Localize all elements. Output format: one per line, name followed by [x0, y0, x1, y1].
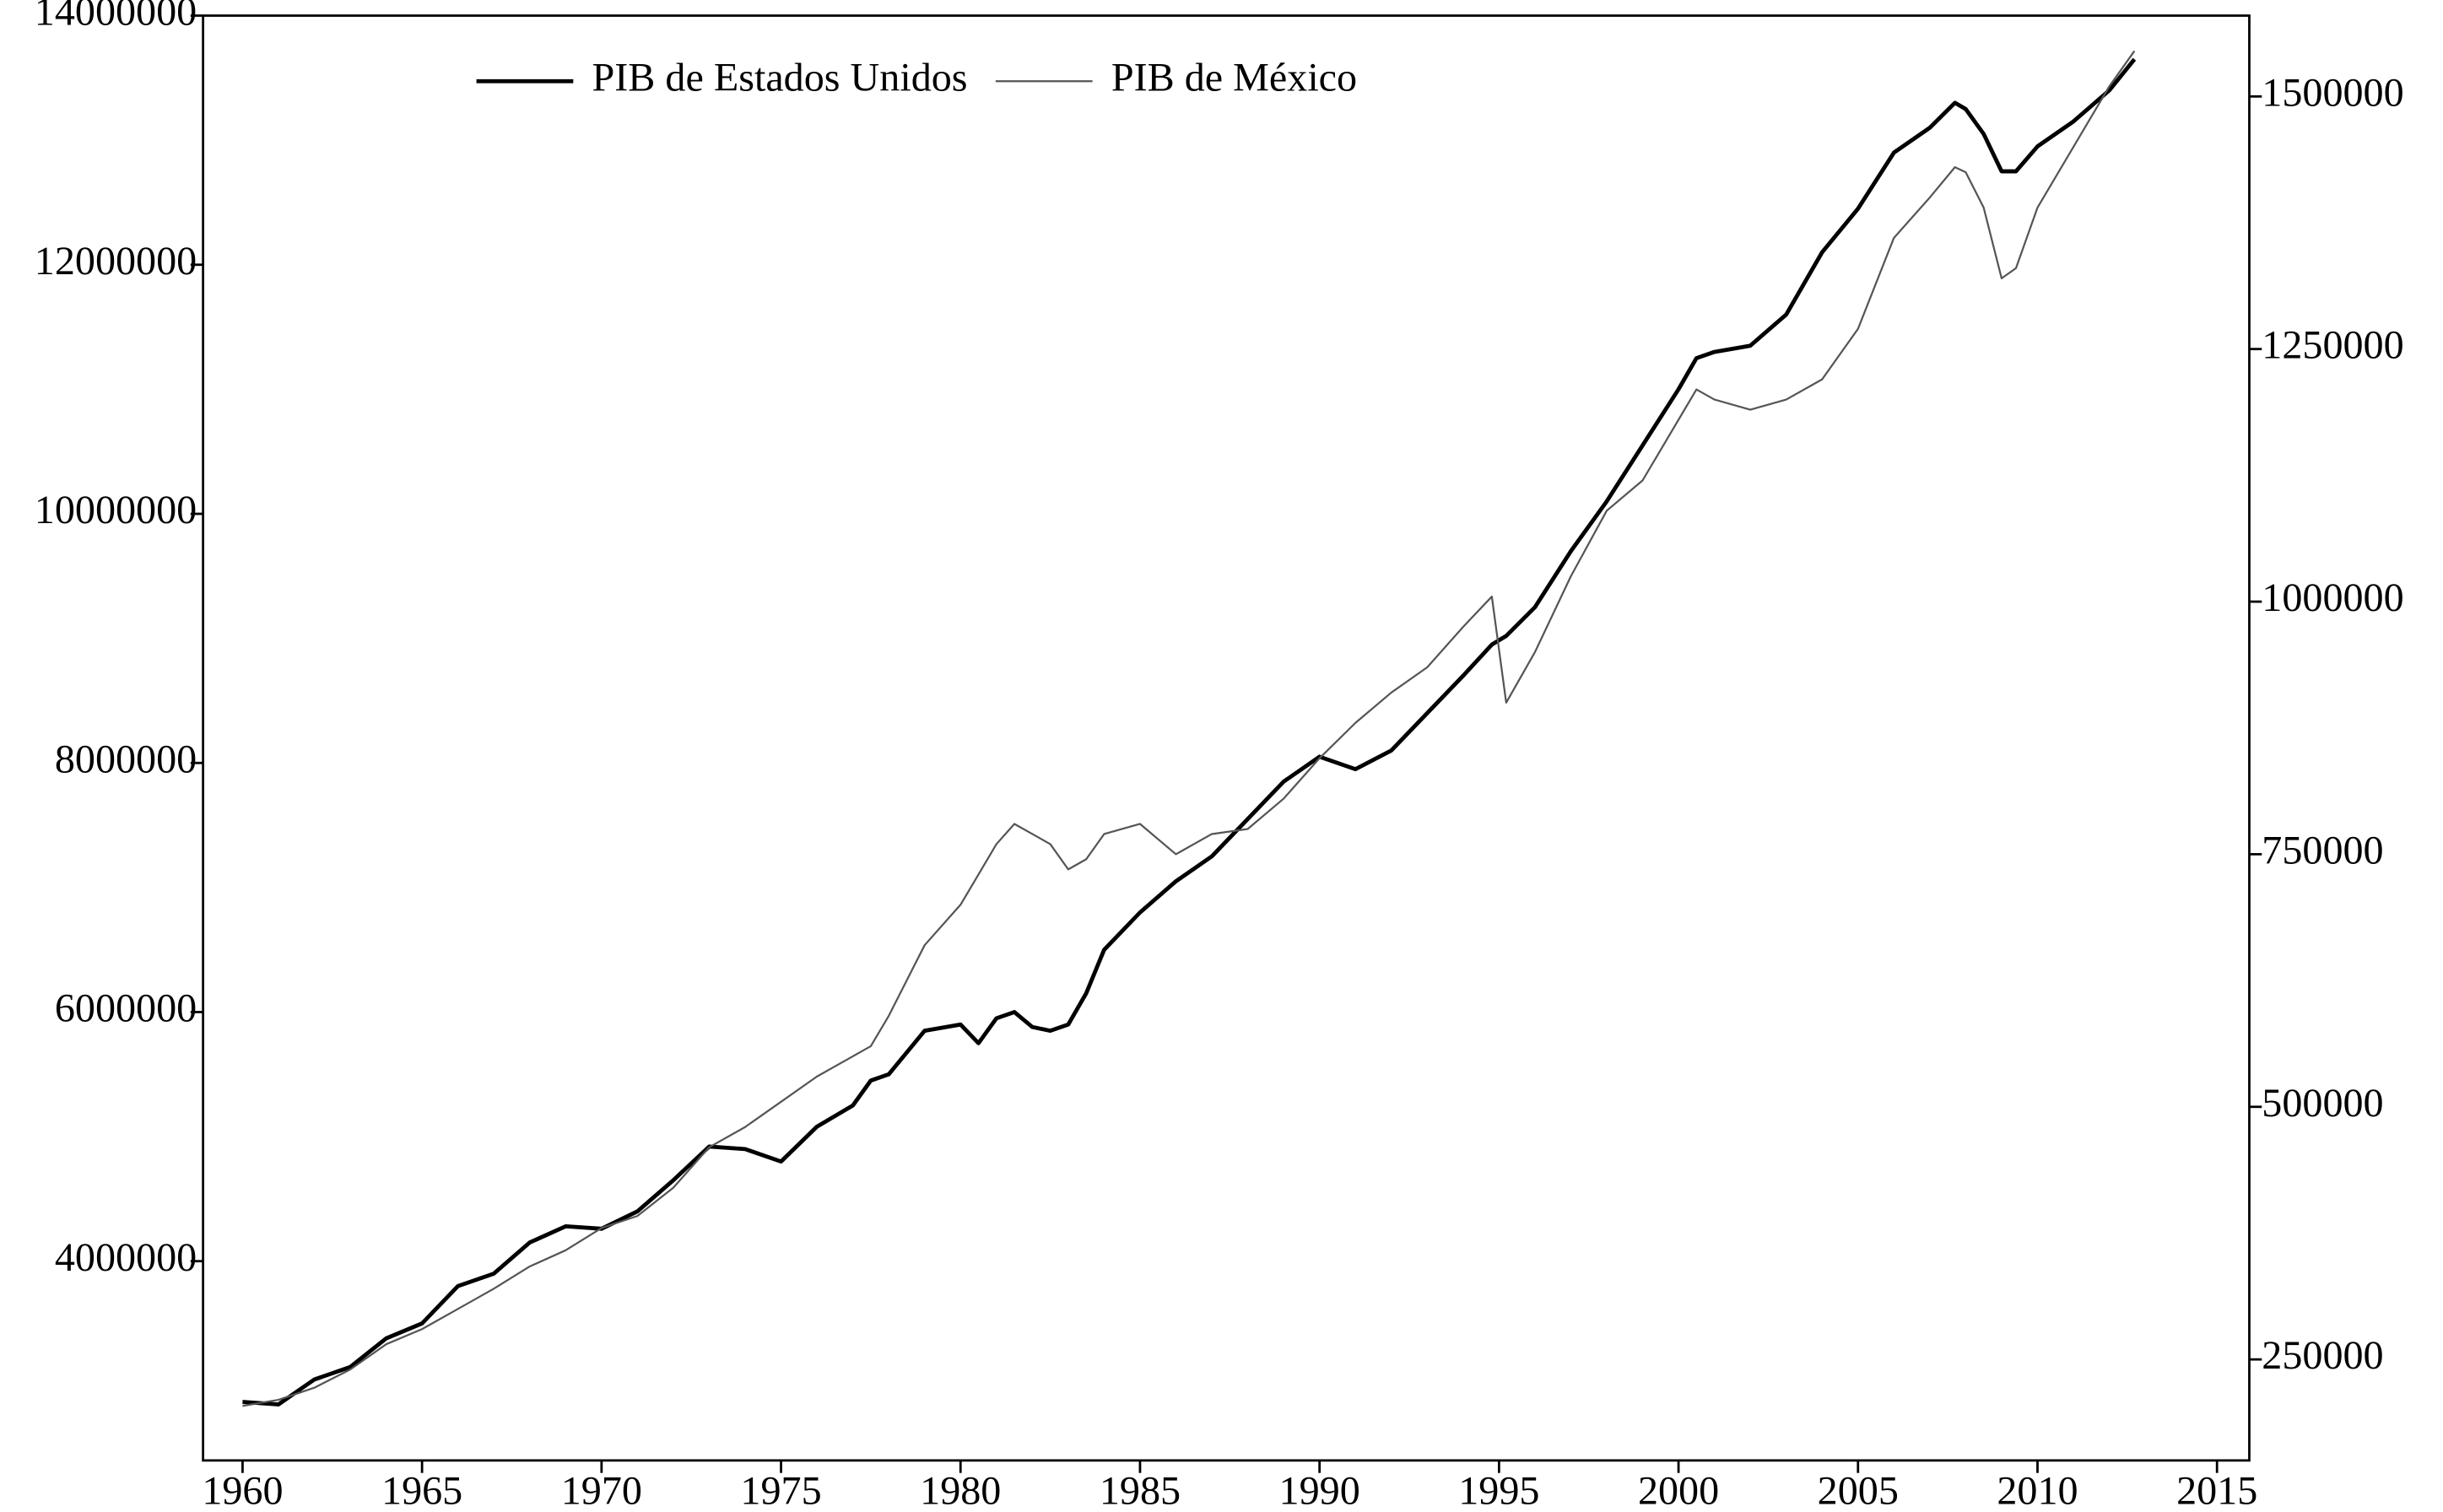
- series-line: [242, 57, 2137, 1407]
- x-tick-label: 1985: [1100, 1469, 1181, 1512]
- y-tick-label: 6000000: [55, 986, 197, 1031]
- x-tick-label: 2015: [2176, 1469, 2257, 1512]
- x-tick-label: 1960: [202, 1469, 283, 1512]
- series-line: [242, 50, 2136, 1407]
- y-tick-label: 12000000: [35, 239, 197, 284]
- y2-tick-label: 750000: [2262, 828, 2383, 872]
- y2-tick-label: 1500000: [2262, 70, 2403, 115]
- y-tick-label: 8000000: [55, 737, 197, 781]
- x-tick-label: 1965: [381, 1469, 462, 1512]
- x-tick-label: 1970: [561, 1469, 642, 1512]
- plot-frame: [202, 14, 2251, 1462]
- legend-label: PIB de Estados Unidos: [592, 55, 968, 100]
- x-tick-label: 1990: [1279, 1469, 1360, 1512]
- x-tick-label: 1995: [1458, 1469, 1539, 1512]
- y2-tick-label: 500000: [2262, 1081, 2383, 1126]
- y-tick-label: 14000000: [35, 0, 197, 35]
- y2-tick-label: 250000: [2262, 1333, 2383, 1378]
- y-tick-label: 4000000: [55, 1235, 197, 1280]
- x-tick-label: 1980: [920, 1469, 1001, 1512]
- x-tick-label: 1975: [740, 1469, 821, 1512]
- legend-label: PIB de México: [1111, 55, 1357, 100]
- y2-tick-label: 1000000: [2262, 575, 2403, 620]
- y2-tick-label: 1250000: [2262, 323, 2403, 368]
- x-tick-label: 2005: [1818, 1469, 1899, 1512]
- y-tick-label: 10000000: [35, 488, 197, 532]
- x-tick-label: 2010: [1997, 1469, 2078, 1512]
- x-tick-label: 2000: [1638, 1469, 1719, 1512]
